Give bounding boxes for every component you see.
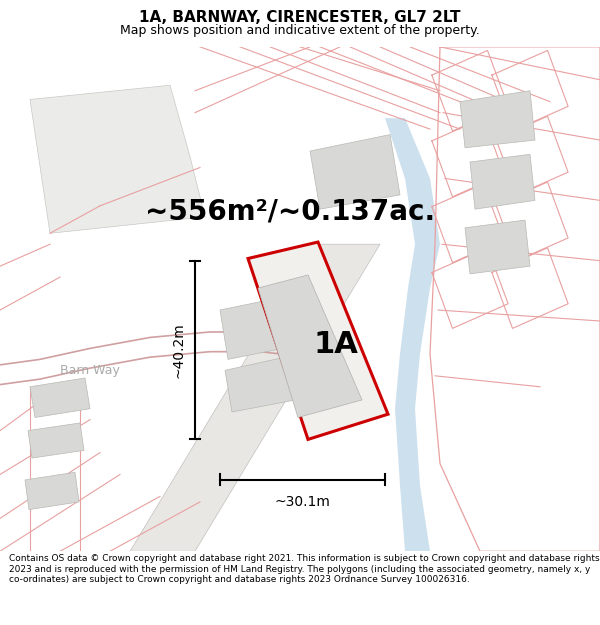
Polygon shape [25,472,79,509]
Text: Map shows position and indicative extent of the property.: Map shows position and indicative extent… [120,24,480,36]
Polygon shape [248,242,388,439]
Polygon shape [30,378,90,418]
Text: ~30.1m: ~30.1m [275,496,331,509]
Text: ~556m²/~0.137ac.: ~556m²/~0.137ac. [145,198,435,226]
Text: 1A, BARNWAY, CIRENCESTER, GL7 2LT: 1A, BARNWAY, CIRENCESTER, GL7 2LT [139,10,461,25]
Text: Barn Way: Barn Way [254,274,290,324]
Polygon shape [28,423,84,458]
Polygon shape [258,275,362,418]
Polygon shape [30,85,205,233]
Text: ~40.2m: ~40.2m [171,322,185,378]
Polygon shape [310,134,400,209]
Polygon shape [130,244,380,551]
Polygon shape [385,118,440,551]
Polygon shape [220,294,310,359]
Polygon shape [465,220,530,274]
Polygon shape [460,91,535,148]
Text: Contains OS data © Crown copyright and database right 2021. This information is : Contains OS data © Crown copyright and d… [9,554,599,584]
Polygon shape [225,354,307,412]
Text: Barn Way: Barn Way [60,364,120,377]
Polygon shape [470,154,535,209]
Text: 1A: 1A [313,329,358,359]
